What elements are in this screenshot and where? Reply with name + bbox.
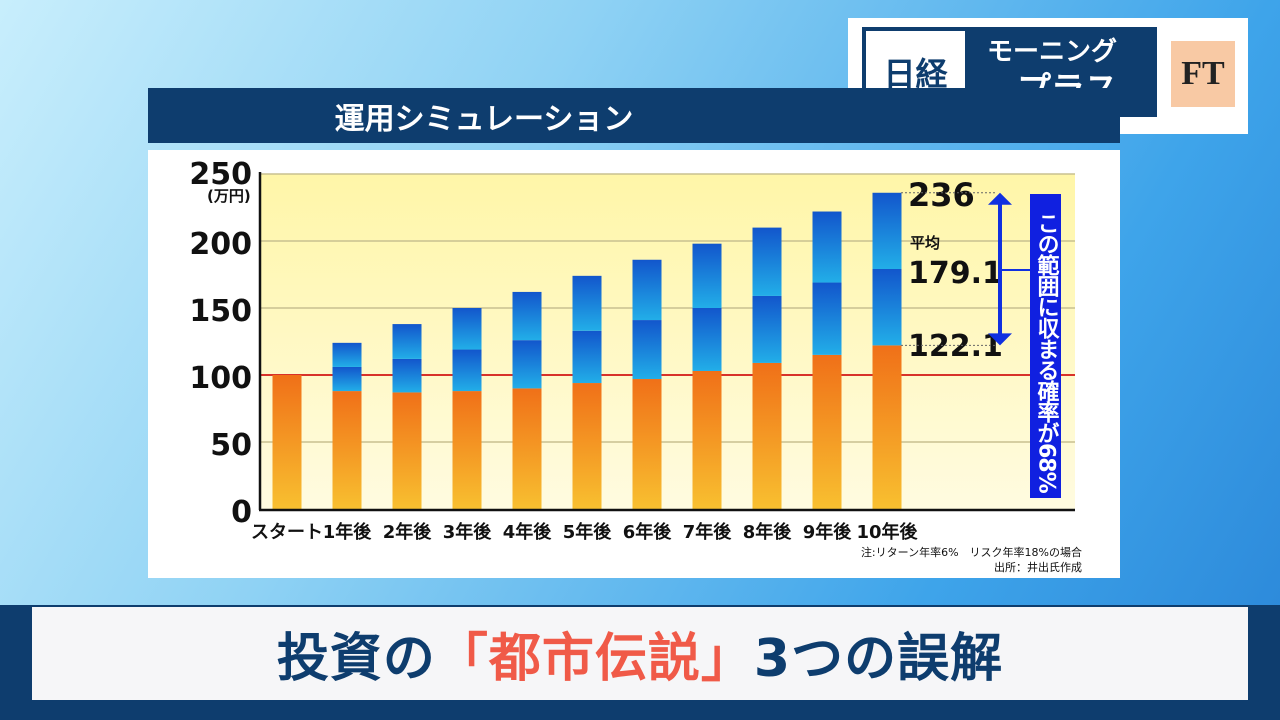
upper-value-label: 236 bbox=[908, 176, 975, 214]
bar-upper-segment bbox=[812, 211, 842, 283]
bar-upper-segment bbox=[332, 342, 362, 367]
bar-lower-segment bbox=[512, 388, 542, 509]
ft-logo: FT bbox=[1171, 41, 1235, 107]
bar-mean-segment bbox=[812, 282, 842, 355]
x-tick-label: 9年後 bbox=[803, 521, 853, 543]
chart-note: 注:リターン年率6% リスク年率18%の場合 bbox=[861, 545, 1082, 559]
bar-upper-segment bbox=[392, 324, 422, 359]
bar-upper-segment bbox=[872, 192, 902, 270]
x-tick-label: 4年後 bbox=[503, 521, 553, 543]
x-tick-label: 6年後 bbox=[623, 521, 673, 543]
mean-label: 平均 bbox=[910, 234, 940, 252]
caption-part2: 3つの誤解 bbox=[753, 629, 1004, 689]
bar-mean-segment bbox=[632, 320, 662, 380]
y-tick-label: 150 bbox=[189, 294, 252, 329]
program-name-line1: モーニング bbox=[987, 37, 1118, 67]
bar-mean-segment bbox=[872, 269, 902, 346]
x-tick-label: 7年後 bbox=[683, 521, 733, 543]
bar-mean-segment bbox=[392, 358, 422, 393]
bar-mean-segment bbox=[752, 295, 782, 363]
caption-part1: 投資の bbox=[276, 629, 436, 689]
bar-lower-segment bbox=[272, 375, 302, 509]
caption-highlight: 「都市伝説」 bbox=[435, 629, 754, 689]
bar-lower-segment bbox=[812, 354, 842, 509]
lower-value-label: 122.1 bbox=[908, 329, 1003, 364]
x-tick-label: 2年後 bbox=[383, 521, 433, 543]
chart-title-bar: 運用シミュレーション bbox=[148, 88, 1120, 143]
y-tick-label: 250 bbox=[189, 157, 252, 192]
bar-upper-segment bbox=[452, 308, 482, 350]
bar-upper-segment bbox=[752, 227, 782, 296]
x-tick-label: 10年後 bbox=[856, 521, 918, 543]
bar-upper-segment bbox=[512, 291, 542, 341]
bar-lower-segment bbox=[872, 345, 902, 509]
bar-lower-segment bbox=[392, 392, 422, 509]
arrow-down-icon bbox=[988, 333, 1012, 346]
range-note-text: この範囲に収まる確率が68% bbox=[1034, 212, 1060, 494]
bar-upper-segment bbox=[692, 243, 722, 308]
bar-lower-segment bbox=[692, 370, 722, 509]
y-tick-label: 200 bbox=[189, 227, 252, 262]
y-tick-label: 100 bbox=[189, 361, 252, 396]
y-tick-label: 50 bbox=[210, 428, 252, 463]
bar-mean-segment bbox=[452, 349, 482, 392]
bar-lower-segment bbox=[752, 362, 782, 509]
range-note-box bbox=[1030, 194, 1061, 498]
x-tick-label: 1年後 bbox=[323, 521, 373, 543]
caption-bar: 投資の 「都市伝説」 3つの誤解 bbox=[32, 607, 1248, 700]
bar-upper-segment bbox=[632, 259, 662, 321]
y-unit-label: (万円) bbox=[207, 187, 251, 205]
y-tick-label: 0 bbox=[231, 495, 252, 530]
bar-lower-segment bbox=[452, 391, 482, 509]
x-tick-label: 5年後 bbox=[563, 521, 613, 543]
bar-mean-segment bbox=[332, 366, 362, 392]
bar-mean-segment bbox=[692, 308, 722, 371]
chart-source: 出所：井出氏作成 bbox=[994, 560, 1082, 574]
x-tick-label: スタート bbox=[251, 522, 323, 543]
bar-upper-segment bbox=[572, 275, 602, 331]
bar-lower-segment bbox=[572, 383, 602, 509]
arrow-up-icon bbox=[988, 192, 1012, 205]
chart-title: 運用シミュレーション bbox=[334, 101, 634, 137]
bar-mean-segment bbox=[512, 340, 542, 389]
bar-lower-segment bbox=[632, 379, 662, 509]
bar-mean-segment bbox=[572, 330, 602, 384]
mean-value-label: 179.1 bbox=[908, 256, 1003, 291]
bar-lower-segment bbox=[332, 391, 362, 509]
x-tick-label: 3年後 bbox=[443, 521, 493, 543]
x-tick-label: 8年後 bbox=[743, 521, 793, 543]
